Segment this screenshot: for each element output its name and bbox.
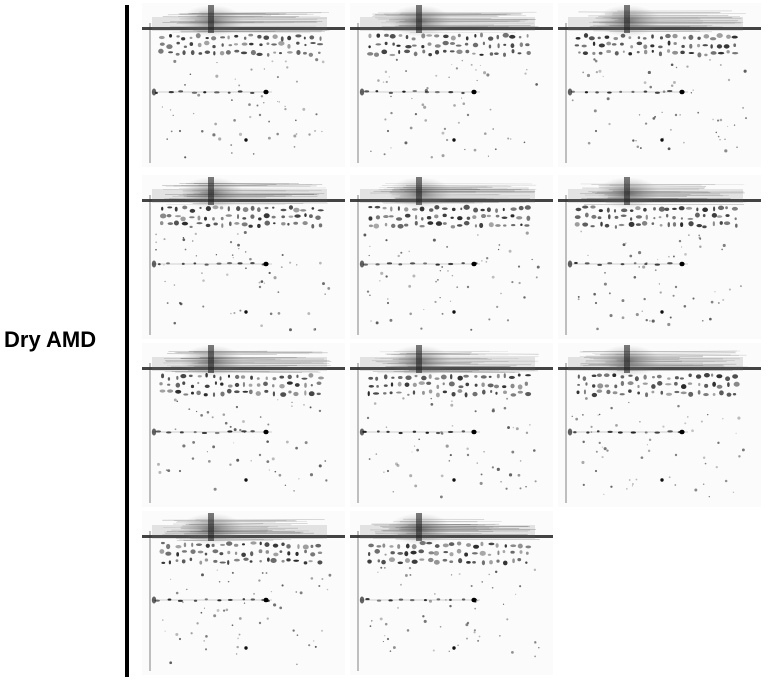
gel-image-2 xyxy=(350,3,553,167)
gel-image-grid xyxy=(142,3,762,679)
gel-image-9 xyxy=(558,343,761,507)
gel-image-6 xyxy=(558,175,761,339)
gel-image-3 xyxy=(558,3,761,167)
dry-amd-label: Dry AMD xyxy=(4,327,97,352)
group-bracket-bar xyxy=(125,5,129,677)
gel-image-4 xyxy=(142,175,345,339)
gel-image-11 xyxy=(350,511,553,675)
gel-image-7 xyxy=(142,343,345,507)
gel-image-1 xyxy=(142,3,345,167)
gel-image-10 xyxy=(142,511,345,675)
gel-image-8 xyxy=(350,343,553,507)
gel-image-5 xyxy=(350,175,553,339)
